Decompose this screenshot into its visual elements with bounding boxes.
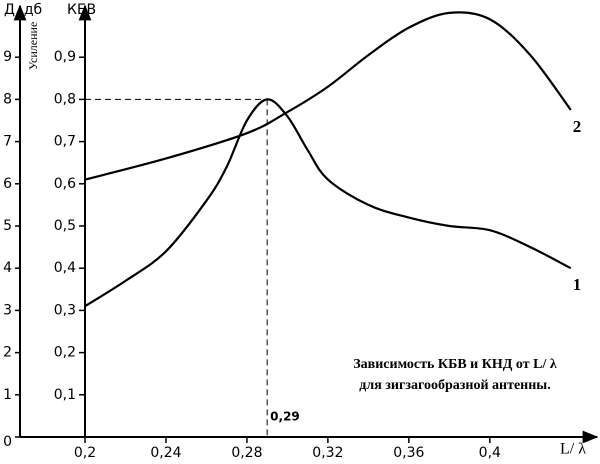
y2-tick-label: 9 (3, 49, 12, 65)
series-line (84, 98, 572, 308)
y2-tick-label: 2 (3, 345, 12, 361)
y-tick-label: 0,6 (54, 176, 76, 192)
chart-title: для зигзагообразной антенны. (359, 378, 550, 393)
x-tick-label: 0,24 (150, 445, 181, 461)
y-tick-label: 0,8 (54, 91, 76, 107)
y2-tick-label: 6 (3, 176, 12, 192)
y2-tick-label: 1 (3, 387, 12, 403)
series-label: 1 (573, 275, 582, 294)
series-label: 2 (573, 117, 582, 136)
y2-tick-label: 4 (3, 260, 12, 276)
y-tick-label: 0,7 (54, 134, 76, 150)
y2-tick-label: 0 (3, 434, 12, 450)
annotation-label: 0,29 (270, 410, 300, 424)
y2-tick-label: 5 (3, 218, 12, 234)
y-tick-label: 0,2 (54, 345, 76, 361)
y-tick-label: 0,1 (54, 387, 76, 403)
y-tick-label: 0,3 (54, 302, 76, 318)
x-tick-label: 0,4 (479, 445, 501, 461)
x-tick-label: 0,32 (312, 445, 343, 461)
y-tick-label: 0,9 (54, 49, 76, 65)
y-tick-label: 0,4 (54, 260, 76, 276)
x-tick-label: 0,28 (231, 445, 262, 461)
y-label: КБВ (67, 2, 96, 18)
x-label: L/ λ (560, 441, 586, 458)
x-tick-label: 0,2 (74, 445, 96, 461)
y2-tick-label: 7 (3, 134, 12, 150)
series-line (84, 11, 572, 181)
y2-tick-label: 3 (3, 302, 12, 318)
y2-sublabel: Усиление (26, 22, 40, 70)
y2-label: Д, дб (4, 2, 42, 18)
y2-tick-label: 8 (3, 91, 12, 107)
x-tick-label: 0,36 (393, 445, 424, 461)
y-tick-label: 0,5 (54, 218, 76, 234)
chart-title: Зависимость КБВ и КНД от L/ λ (353, 357, 557, 372)
